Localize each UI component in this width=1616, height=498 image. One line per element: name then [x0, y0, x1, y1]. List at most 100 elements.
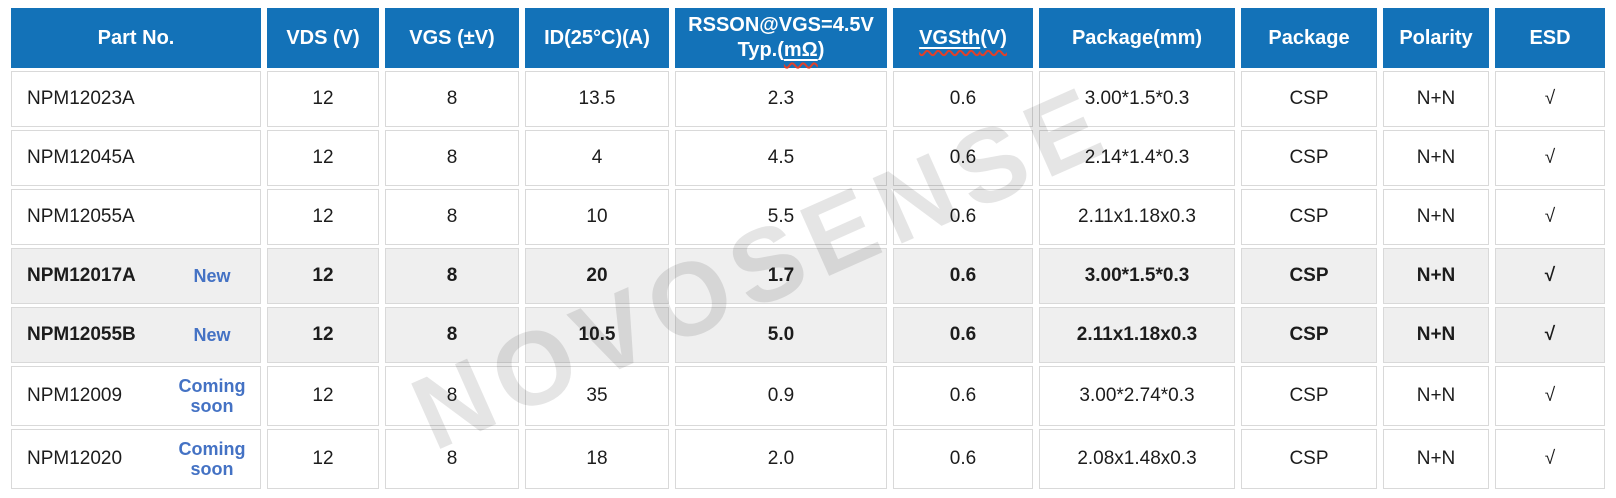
cell-package: CSP: [1241, 71, 1377, 127]
cell-vgsth: 0.6: [893, 307, 1033, 363]
cell-rsson: 0.9: [675, 366, 887, 426]
cell-package: CSP: [1241, 429, 1377, 489]
col-header-part-no: Part No.: [11, 8, 261, 68]
cell-vds: 12: [267, 248, 379, 304]
cell-package: CSP: [1241, 366, 1377, 426]
spellcheck-squiggle: mΩ: [784, 39, 818, 61]
cell-vgs: 8: [385, 130, 519, 186]
cell-polarity: N+N: [1383, 71, 1489, 127]
col-header-label: VGS (±V): [409, 26, 495, 49]
cell-vgsth: 0.6: [893, 366, 1033, 426]
part-cell-content: NPM12055A: [12, 206, 260, 228]
cell-package-mm: 2.11x1.18x0.3: [1039, 307, 1235, 363]
typ-prefix: Typ.(: [737, 39, 784, 61]
cell-package: CSP: [1241, 248, 1377, 304]
cell-vds: 12: [267, 130, 379, 186]
cell-package-mm: 2.08x1.48x0.3: [1039, 429, 1235, 489]
cell-vds: 12: [267, 307, 379, 363]
cell-id: 18: [525, 429, 669, 489]
cell-package-mm: 3.00*2.74*0.3: [1039, 366, 1235, 426]
header-row: Part No. VDS (V) VGS (±V) ID(25°C)(A) RS…: [11, 8, 1605, 68]
cell-part-no: NPM12055B New: [11, 307, 261, 363]
table-header: Part No. VDS (V) VGS (±V) ID(25°C)(A) RS…: [11, 8, 1605, 68]
cell-package-mm: 2.14*1.4*0.3: [1039, 130, 1235, 186]
cell-rsson: 2.3: [675, 71, 887, 127]
cell-vgs: 8: [385, 189, 519, 245]
col-header-vds: VDS (V): [267, 8, 379, 68]
status-badge: New: [193, 325, 231, 345]
cell-esd-check: √: [1495, 366, 1605, 426]
part-number: NPM12009: [27, 385, 123, 406]
part-number: NPM12045A: [27, 147, 135, 168]
cell-vgsth: 0.6: [893, 189, 1033, 245]
col-header-polarity: Polarity: [1383, 8, 1489, 68]
col-header-label: Package: [1268, 26, 1350, 49]
typ-unit: mΩ: [783, 39, 818, 61]
table-body: NPM12023A 12 8 13.5 2.3 0.6 3.00*1.5*0.3…: [11, 71, 1605, 489]
table-row: NPM12020 Coming soon 12 8 18 2.0 0.6 2.0…: [11, 429, 1605, 489]
cell-package: CSP: [1241, 189, 1377, 245]
vgsth-unit: (V): [980, 26, 1007, 49]
table-row: NPM12055B New 12 8 10.5 5.0 0.6 2.11x1.1…: [11, 307, 1605, 363]
cell-esd-check: √: [1495, 130, 1605, 186]
col-header-label-line2: Typ.(mΩ): [677, 38, 885, 63]
cell-part-no: NPM12009 Coming soon: [11, 366, 261, 426]
part-number: NPM12023A: [27, 88, 135, 109]
cell-vgsth: 0.6: [893, 71, 1033, 127]
col-header-label: ESD: [1529, 26, 1571, 49]
cell-rsson: 1.7: [675, 248, 887, 304]
col-header-vgsth: VGSth(V): [893, 8, 1033, 68]
spellcheck-squiggle: VGSth(V): [919, 27, 1007, 49]
col-header-vgs: VGS (±V): [385, 8, 519, 68]
cell-vgs: 8: [385, 71, 519, 127]
cell-polarity: N+N: [1383, 189, 1489, 245]
part-cell-content: NPM12020 Coming soon: [12, 439, 260, 479]
cell-esd-check: √: [1495, 307, 1605, 363]
col-header-id: ID(25°C)(A): [525, 8, 669, 68]
cell-part-no: NPM12020 Coming soon: [11, 429, 261, 489]
cell-id: 10: [525, 189, 669, 245]
cell-esd-check: √: [1495, 429, 1605, 489]
cell-polarity: N+N: [1383, 248, 1489, 304]
cell-vds: 12: [267, 366, 379, 426]
col-header-label: Package(mm): [1071, 26, 1203, 49]
col-header-label-line1: RSSON@VGS=4.5V: [688, 14, 874, 36]
status-badge: New: [193, 266, 231, 286]
status-badge: Coming soon: [178, 376, 246, 416]
cell-esd-check: √: [1495, 71, 1605, 127]
cell-vds: 12: [267, 429, 379, 489]
cell-package: CSP: [1241, 130, 1377, 186]
cell-vgsth: 0.6: [893, 429, 1033, 489]
cell-vgs: 8: [385, 429, 519, 489]
cell-vds: 12: [267, 189, 379, 245]
cell-part-no: NPM12045A: [11, 130, 261, 186]
typ-suffix: ): [817, 39, 825, 61]
part-number: NPM12055A: [27, 206, 135, 227]
cell-vgs: 8: [385, 366, 519, 426]
cell-polarity: N+N: [1383, 307, 1489, 363]
cell-id: 13.5: [525, 71, 669, 127]
cell-rsson: 5.0: [675, 307, 887, 363]
part-cell-content: NPM12023A: [12, 88, 260, 110]
cell-rsson: 4.5: [675, 130, 887, 186]
cell-polarity: N+N: [1383, 366, 1489, 426]
cell-vgs: 8: [385, 248, 519, 304]
cell-esd-check: √: [1495, 189, 1605, 245]
cell-rsson: 5.5: [675, 189, 887, 245]
table-row: NPM12023A 12 8 13.5 2.3 0.6 3.00*1.5*0.3…: [11, 71, 1605, 127]
cell-id: 20: [525, 248, 669, 304]
cell-vgsth: 0.6: [893, 248, 1033, 304]
table-row: NPM12009 Coming soon 12 8 35 0.9 0.6 3.0…: [11, 366, 1605, 426]
cell-part-no: NPM12017A New: [11, 248, 261, 304]
part-cell-content: NPM12045A: [12, 147, 260, 169]
col-header-label: Polarity: [1399, 26, 1473, 49]
part-number: NPM12020: [27, 448, 123, 469]
part-cell-content: NPM12009 Coming soon: [12, 376, 260, 416]
status-badge: Coming soon: [178, 439, 246, 479]
col-header-package: Package: [1241, 8, 1377, 68]
vgsth-label: VGSth: [919, 26, 981, 49]
cell-package-mm: 3.00*1.5*0.3: [1039, 248, 1235, 304]
cell-polarity: N+N: [1383, 130, 1489, 186]
col-header-label: Part No.: [97, 26, 175, 49]
cell-part-no: NPM12055A: [11, 189, 261, 245]
